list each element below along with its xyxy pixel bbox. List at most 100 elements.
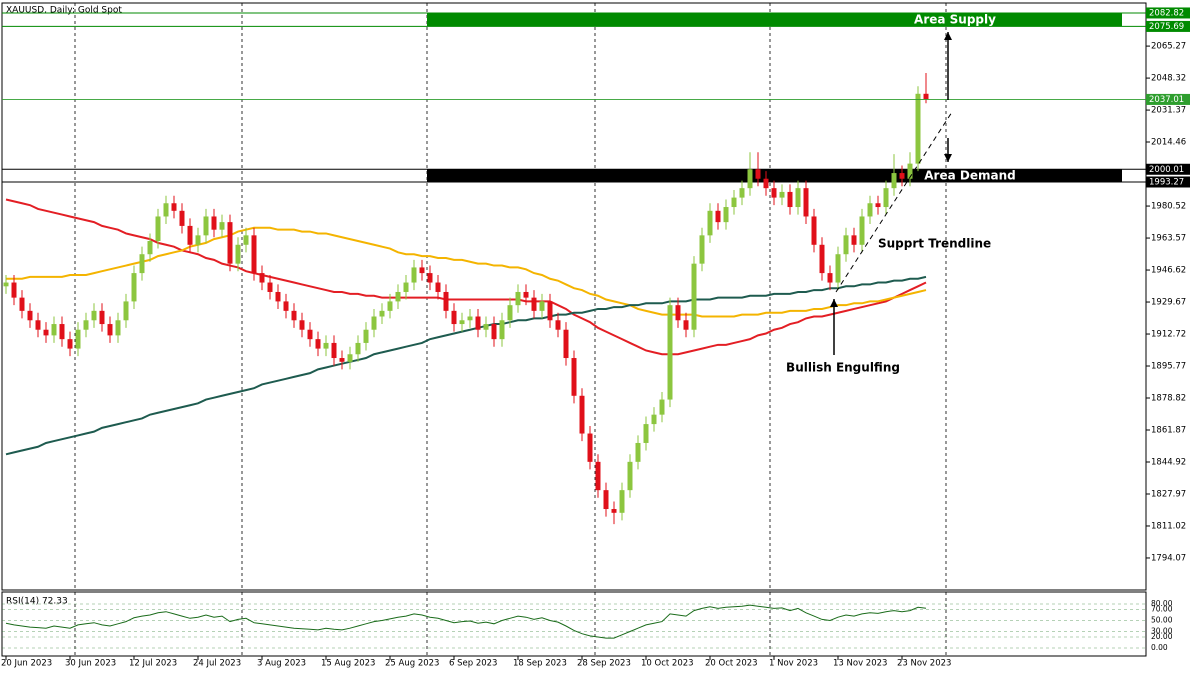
candle-body: [675, 305, 681, 321]
candle-body: [11, 282, 17, 298]
candle-body: [275, 291, 281, 302]
rsi-tick-label: 80.00: [1151, 599, 1173, 608]
price-label: 1993.27: [1149, 177, 1184, 187]
candle-body: [59, 324, 65, 340]
candle-body: [19, 297, 25, 311]
candle-body: [163, 203, 169, 217]
x-tick-label: 12 Jul 2023: [129, 659, 177, 669]
rsi-tick-label: 50.00: [1151, 616, 1173, 625]
price-label: 2000.01: [1149, 165, 1184, 175]
candle-body: [819, 244, 825, 274]
x-tick-label: 6 Sep 2023: [449, 659, 497, 669]
y-tick-label: 1929.67: [1151, 298, 1186, 308]
annotation: Supprt Trendline: [878, 237, 991, 251]
trendline: [835, 111, 953, 293]
candle-body: [459, 320, 465, 325]
candle-body: [323, 342, 329, 349]
x-tick-label: 10 Oct 2023: [641, 659, 694, 669]
rsi-title: RSI(14) 72.33: [6, 597, 68, 607]
candle-body: [811, 216, 817, 245]
candle-body: [523, 291, 529, 298]
candle-body: [539, 301, 545, 311]
candle-body: [51, 324, 57, 336]
candle-body: [763, 178, 769, 189]
candle-body: [27, 310, 33, 321]
candle-body: [235, 244, 241, 264]
candle-body: [115, 320, 121, 336]
price-label: 2037.01: [1149, 95, 1184, 105]
y-tick-label: 1963.57: [1151, 234, 1186, 244]
candle-body: [307, 329, 313, 340]
candle-body: [291, 310, 297, 321]
candle-body: [435, 282, 441, 292]
candle-body: [643, 424, 649, 443]
x-tick-label: 24 Jul 2023: [193, 659, 241, 669]
candle-body: [835, 254, 841, 283]
candle-body: [587, 433, 593, 462]
candle-body: [195, 235, 201, 245]
candle-body: [699, 235, 705, 264]
candle-body: [251, 235, 257, 274]
price-label-box: [1146, 7, 1190, 19]
y-tick-label: 2031.37: [1151, 106, 1186, 116]
arrow-head: [830, 299, 838, 307]
zone: [427, 169, 1122, 182]
candle-body: [419, 267, 425, 274]
candle-body: [187, 225, 193, 245]
annotation: Bullish Engulfing: [786, 361, 900, 375]
candle-body: [403, 282, 409, 292]
candle-body: [171, 203, 177, 211]
candle-body: [211, 216, 217, 230]
candle-body: [875, 203, 881, 208]
candle-body: [747, 169, 753, 189]
rsi-tick-label: 30.00: [1151, 627, 1173, 636]
chart-title: XAUUSD, Daily: Gold Spot: [6, 6, 122, 16]
candle-body: [627, 461, 633, 491]
candle-body: [755, 169, 761, 179]
candle-body: [35, 320, 41, 330]
candle-body: [715, 210, 721, 223]
candle-body: [691, 263, 697, 330]
candle-body: [555, 320, 561, 330]
arrow-head: [944, 154, 952, 162]
candle-body: [803, 188, 809, 217]
candle-body: [299, 320, 305, 330]
candle-body: [315, 339, 321, 349]
candle-body: [667, 305, 673, 400]
candle-body: [771, 188, 777, 198]
rsi-line: [5, 604, 927, 639]
candle-body: [339, 358, 345, 362]
zone-label: Area Supply: [914, 13, 996, 27]
candle-body: [531, 297, 537, 311]
rsi-panel: [1, 591, 1147, 657]
candle-body: [155, 216, 161, 242]
candle-body: [563, 329, 569, 359]
y-tick-label: 1794.07: [1151, 553, 1186, 563]
y-tick-label: 1844.92: [1151, 457, 1186, 467]
y-tick-label: 1946.62: [1151, 266, 1186, 276]
candle-body: [611, 509, 617, 513]
zone: [427, 12, 1122, 27]
candle-body: [331, 342, 337, 359]
x-tick-label: 15 Aug 2023: [321, 659, 375, 669]
candle-body: [915, 93, 921, 164]
candle-body: [363, 329, 369, 343]
candle-body: [347, 354, 353, 362]
candle-body: [483, 324, 489, 330]
candle-body: [179, 210, 185, 226]
y-tick-label: 1811.02: [1151, 521, 1186, 531]
candle-body: [651, 414, 657, 425]
candle-body: [787, 191, 793, 208]
x-tick-label: 30 Jun 2023: [65, 659, 116, 669]
candle-body: [267, 282, 273, 292]
candle-body: [491, 324, 497, 340]
candle-body: [91, 310, 97, 321]
candle-body: [75, 329, 81, 349]
y-tick-label: 2048.32: [1151, 74, 1186, 84]
candle-body: [99, 310, 105, 325]
x-tick-label: 25 Aug 2023: [385, 659, 439, 669]
candle-body: [635, 442, 641, 462]
candle-body: [571, 358, 577, 396]
candle-body: [507, 305, 513, 321]
candle-body: [867, 203, 873, 217]
